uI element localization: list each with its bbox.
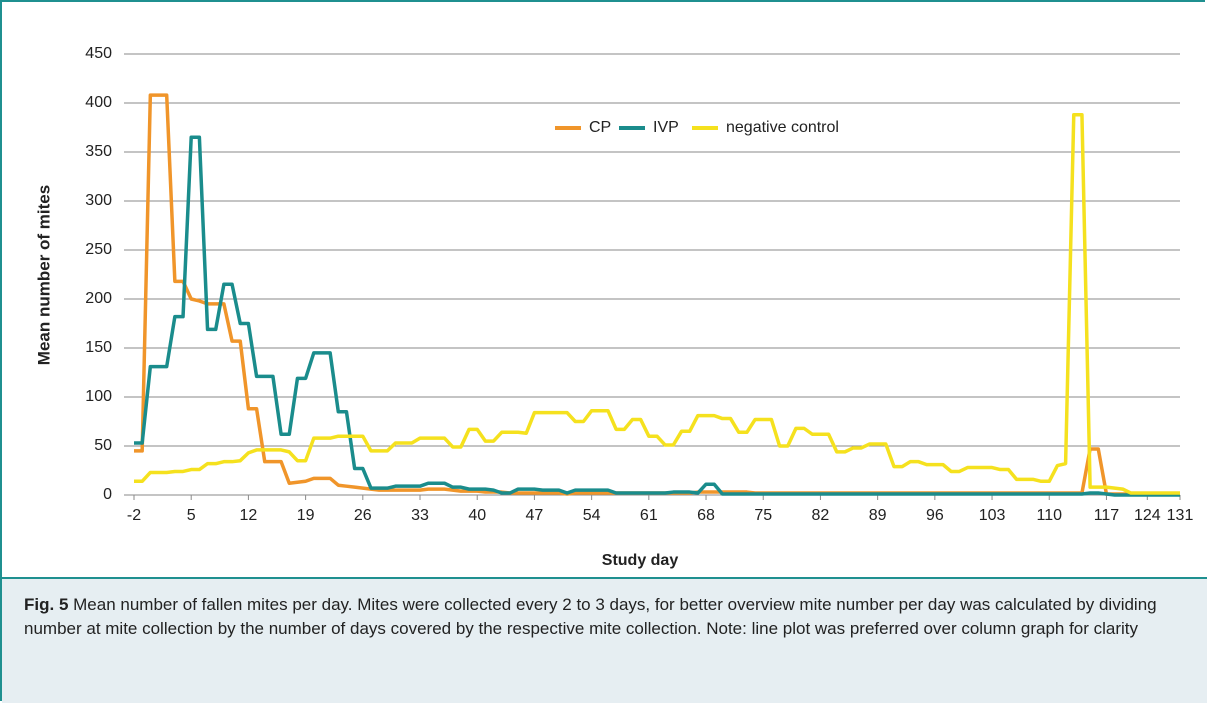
x-tick-label: 110 bbox=[1036, 507, 1062, 524]
x-tick-label: 89 bbox=[869, 507, 887, 524]
x-tick-label: 117 bbox=[1094, 507, 1120, 524]
y-tick-label: 250 bbox=[85, 241, 112, 258]
series-line bbox=[134, 135, 1180, 497]
y-tick-label: 200 bbox=[85, 290, 112, 307]
y-tick-label: 50 bbox=[94, 437, 112, 454]
x-tick-label: 5 bbox=[187, 507, 196, 524]
x-tick-label: 61 bbox=[640, 507, 658, 524]
y-axis-label: Mean number of mites bbox=[34, 185, 53, 365]
legend-label: negative control bbox=[726, 119, 839, 136]
y-tick-label: 100 bbox=[85, 388, 112, 405]
y-tick-label: 0 bbox=[103, 486, 112, 503]
x-tick-label: 96 bbox=[926, 507, 944, 524]
x-tick-label: 75 bbox=[754, 507, 772, 524]
x-tick-label: 131 bbox=[1167, 507, 1194, 524]
x-tick-label: 19 bbox=[297, 507, 315, 524]
x-tick-label: 124 bbox=[1134, 507, 1161, 524]
series-line bbox=[134, 113, 1180, 495]
y-tick-label: 400 bbox=[85, 94, 112, 111]
y-tick-label: 300 bbox=[85, 192, 112, 209]
x-axis-label: Study day bbox=[602, 552, 679, 569]
caption: Fig. 5 Mean number of fallen mites per d… bbox=[2, 577, 1207, 703]
x-tick-label: 103 bbox=[979, 507, 1006, 524]
x-tick-label: 33 bbox=[411, 507, 429, 524]
legend-label: IVP bbox=[653, 119, 679, 136]
x-tick-label: 82 bbox=[812, 507, 830, 524]
x-tick-label: 40 bbox=[468, 507, 486, 524]
x-tick-label: 54 bbox=[583, 507, 601, 524]
y-tick-label: 450 bbox=[85, 45, 112, 62]
x-tick-label: 12 bbox=[240, 507, 258, 524]
caption-label: Fig. 5 bbox=[24, 595, 69, 614]
x-tick-label: 47 bbox=[526, 507, 544, 524]
chart: Mean number of mites Study day 0 50 100 150… bbox=[34, 45, 1194, 569]
legend-label: CP bbox=[589, 119, 611, 136]
x-tick-label: 68 bbox=[697, 507, 715, 524]
x-tick-label: -2 bbox=[127, 507, 141, 524]
x-tick-label: 26 bbox=[354, 507, 372, 524]
y-tick-label: 350 bbox=[85, 143, 112, 160]
caption-text: Mean number of fallen mites per day. Mit… bbox=[24, 595, 1157, 638]
y-tick-label: 150 bbox=[85, 339, 112, 356]
